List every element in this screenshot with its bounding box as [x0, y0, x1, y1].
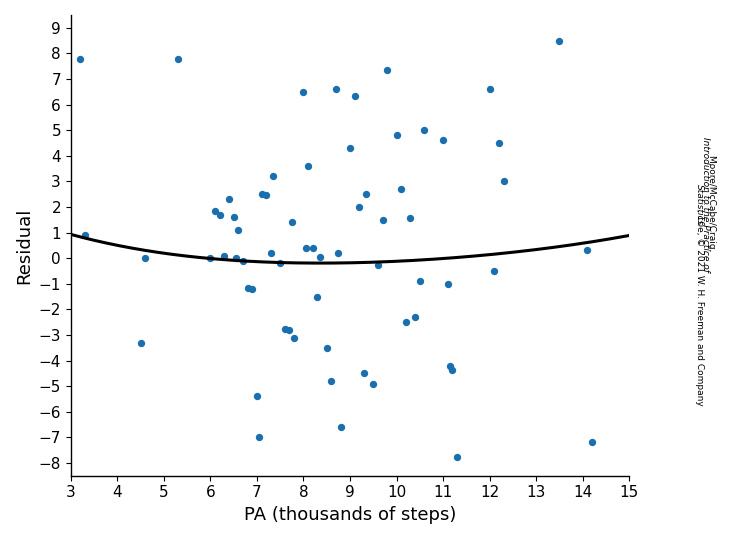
Point: [493, 139, 504, 147]
Point: [311, 292, 323, 301]
Point: [284, 326, 296, 334]
Point: [230, 254, 242, 262]
Point: [139, 254, 151, 262]
Point: [447, 365, 458, 374]
Point: [372, 260, 384, 269]
Text: Moore/McCabe/Craig,: Moore/McCabe/Craig,: [707, 155, 716, 254]
Point: [251, 392, 263, 400]
Point: [367, 379, 379, 388]
Point: [172, 54, 184, 63]
Text: Statistics: Statistics: [695, 184, 704, 225]
Y-axis label: Residual: Residual: [15, 207, 33, 284]
Point: [404, 214, 416, 223]
Point: [300, 244, 312, 252]
Point: [227, 213, 239, 222]
Point: [134, 338, 146, 347]
Text: Introduction to the Practice of: Introduction to the Practice of: [701, 137, 710, 272]
Point: [267, 172, 279, 181]
Point: [209, 206, 221, 215]
Point: [400, 318, 412, 327]
Point: [274, 259, 286, 267]
Text: , 10e, © 2021 W. H. Freeman and Company: , 10e, © 2021 W. H. Freeman and Company: [695, 209, 704, 406]
Point: [79, 231, 91, 239]
Point: [442, 279, 454, 288]
Point: [335, 423, 347, 431]
Point: [488, 267, 500, 275]
Point: [391, 131, 403, 140]
Point: [214, 210, 226, 219]
Point: [332, 248, 344, 257]
Point: [344, 144, 356, 153]
Point: [381, 66, 393, 74]
Point: [414, 277, 426, 286]
Point: [498, 177, 510, 185]
Point: [237, 257, 249, 265]
Point: [554, 36, 565, 45]
Point: [484, 85, 496, 94]
Point: [581, 246, 593, 255]
Point: [279, 324, 291, 333]
Point: [233, 226, 244, 234]
Point: [256, 190, 267, 198]
Point: [286, 218, 298, 226]
Point: [74, 54, 86, 63]
Point: [302, 162, 314, 170]
Point: [354, 203, 366, 211]
X-axis label: PA (thousands of steps): PA (thousands of steps): [244, 506, 456, 524]
Point: [451, 452, 463, 461]
Point: [247, 285, 259, 293]
Point: [409, 313, 421, 321]
Point: [437, 136, 449, 145]
Point: [218, 251, 230, 260]
Point: [314, 253, 325, 261]
Point: [395, 185, 407, 194]
Point: [253, 433, 265, 441]
Point: [418, 126, 430, 135]
Point: [260, 191, 272, 200]
Point: [348, 91, 360, 100]
Point: [241, 284, 253, 292]
Point: [586, 438, 598, 447]
Point: [297, 87, 309, 96]
Point: [223, 195, 235, 204]
Point: [321, 343, 333, 352]
Point: [358, 369, 370, 378]
Point: [265, 248, 277, 257]
Point: [307, 244, 319, 252]
Point: [288, 333, 300, 342]
Point: [330, 85, 342, 94]
Point: [325, 377, 337, 385]
Point: [360, 190, 372, 198]
Point: [377, 216, 389, 224]
Point: [444, 361, 456, 370]
Point: [204, 254, 216, 262]
